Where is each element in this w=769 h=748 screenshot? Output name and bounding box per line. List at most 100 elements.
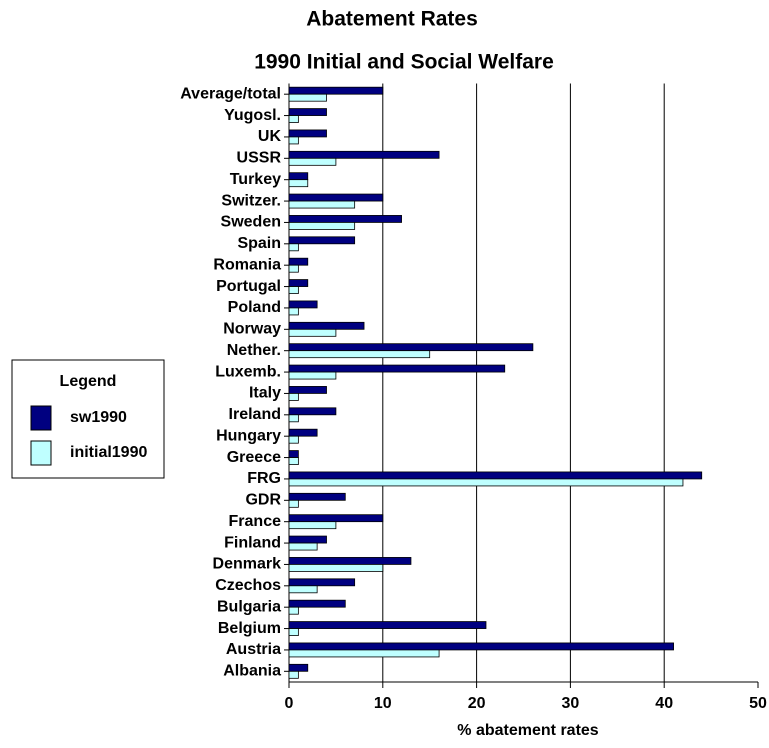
bar — [288, 243, 299, 252]
bar — [288, 435, 299, 444]
y-tick-label: Yugosl. — [224, 107, 281, 124]
y-tick-label: Poland — [228, 299, 281, 316]
y-tick-label: Hungary — [216, 427, 281, 444]
x-tick-label: 10 — [374, 695, 392, 712]
y-tick-label: USSR — [237, 150, 282, 167]
bar — [288, 542, 318, 551]
bar — [288, 321, 365, 330]
y-tick-label: Norway — [223, 321, 281, 338]
y-tick-label: Switzer. — [221, 192, 281, 209]
y-tick-label: FRG — [247, 470, 281, 487]
y-tick-label: Austria — [226, 641, 281, 658]
bar — [288, 179, 309, 188]
y-tick-label: Romania — [213, 256, 281, 273]
x-tick-label: 50 — [749, 695, 767, 712]
bar — [288, 649, 440, 658]
legend-title: Legend — [60, 373, 117, 390]
bar — [288, 599, 346, 608]
bar — [288, 371, 337, 380]
bar — [288, 215, 402, 223]
bar — [288, 450, 299, 458]
bar — [288, 499, 299, 508]
bar — [288, 606, 299, 615]
chart-title: Abatement Rates — [306, 8, 478, 31]
y-tick-label: Portugal — [216, 278, 281, 295]
bar — [288, 157, 337, 166]
y-tick-label: France — [229, 513, 282, 530]
bar — [288, 628, 299, 636]
y-tick-label: Finland — [224, 534, 281, 551]
bar — [288, 136, 299, 145]
bar — [288, 670, 299, 679]
bar — [288, 557, 412, 565]
y-tick-label: GDR — [245, 492, 281, 509]
y-tick-label: Belgium — [218, 620, 281, 637]
bar — [288, 222, 356, 230]
bar — [288, 407, 337, 416]
bar — [288, 172, 309, 181]
bar — [288, 129, 327, 138]
bar — [288, 300, 318, 309]
y-tick-label: Bulgaria — [217, 598, 281, 615]
bar — [288, 328, 337, 337]
bar — [288, 535, 327, 544]
bar — [288, 193, 384, 202]
y-tick-label: Italy — [249, 385, 281, 402]
bar — [288, 264, 299, 273]
bar — [288, 492, 346, 501]
y-tick-label: Nether. — [227, 342, 281, 359]
y-tick-label: UK — [258, 128, 282, 145]
bar — [288, 150, 440, 159]
bar — [288, 514, 384, 523]
bar — [288, 93, 327, 102]
y-tick-label: Sweden — [221, 214, 281, 231]
bar — [288, 364, 506, 373]
legend-swatch — [30, 405, 52, 431]
bar — [288, 564, 384, 572]
bar — [288, 286, 299, 294]
y-tick-label: Denmark — [213, 556, 282, 573]
bar — [288, 478, 684, 487]
x-tick-label: 20 — [468, 695, 486, 712]
y-tick-label: Average/total — [180, 85, 281, 102]
legend-label: initial1990 — [70, 444, 147, 461]
bar — [288, 200, 356, 209]
bar — [288, 386, 327, 394]
y-tick-label: Turkey — [230, 171, 281, 188]
bar — [288, 108, 327, 116]
bar — [288, 393, 299, 401]
bar — [288, 115, 299, 123]
bar — [288, 343, 534, 352]
bar — [288, 86, 384, 95]
bar — [288, 642, 674, 651]
x-axis-label: % abatement rates — [457, 722, 598, 739]
x-tick-label: 30 — [562, 695, 580, 712]
bar — [288, 621, 487, 629]
y-tick-label: Albania — [223, 663, 281, 680]
bar — [288, 307, 299, 316]
chart-subtitle: 1990 Initial and Social Welfare — [254, 51, 554, 74]
bar — [288, 279, 309, 287]
bar — [288, 578, 356, 587]
y-tick-label: Ireland — [229, 406, 281, 423]
legend-label: sw1990 — [70, 409, 127, 426]
x-tick-label: 40 — [655, 695, 673, 712]
y-tick-label: Spain — [237, 235, 281, 252]
bar — [288, 257, 309, 266]
bar — [288, 350, 431, 359]
bar — [288, 414, 299, 423]
bar — [288, 457, 299, 465]
legend-swatch — [30, 440, 52, 466]
bar — [288, 585, 318, 594]
y-tick-label: Luxemb. — [215, 363, 281, 380]
bar — [288, 521, 337, 530]
y-tick-label: Czechos — [215, 577, 281, 594]
x-tick-label: 0 — [285, 695, 294, 712]
bar — [288, 428, 318, 437]
bar — [288, 236, 356, 245]
y-tick-label: Greece — [227, 449, 281, 466]
bar — [288, 471, 703, 480]
bar — [288, 663, 309, 672]
